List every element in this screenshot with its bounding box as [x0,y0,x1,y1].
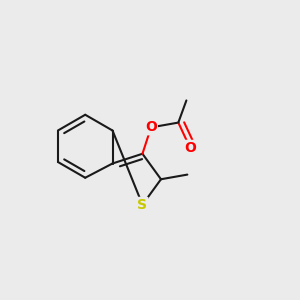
Text: O: O [145,120,157,134]
Text: O: O [184,141,196,155]
Text: S: S [137,198,148,212]
